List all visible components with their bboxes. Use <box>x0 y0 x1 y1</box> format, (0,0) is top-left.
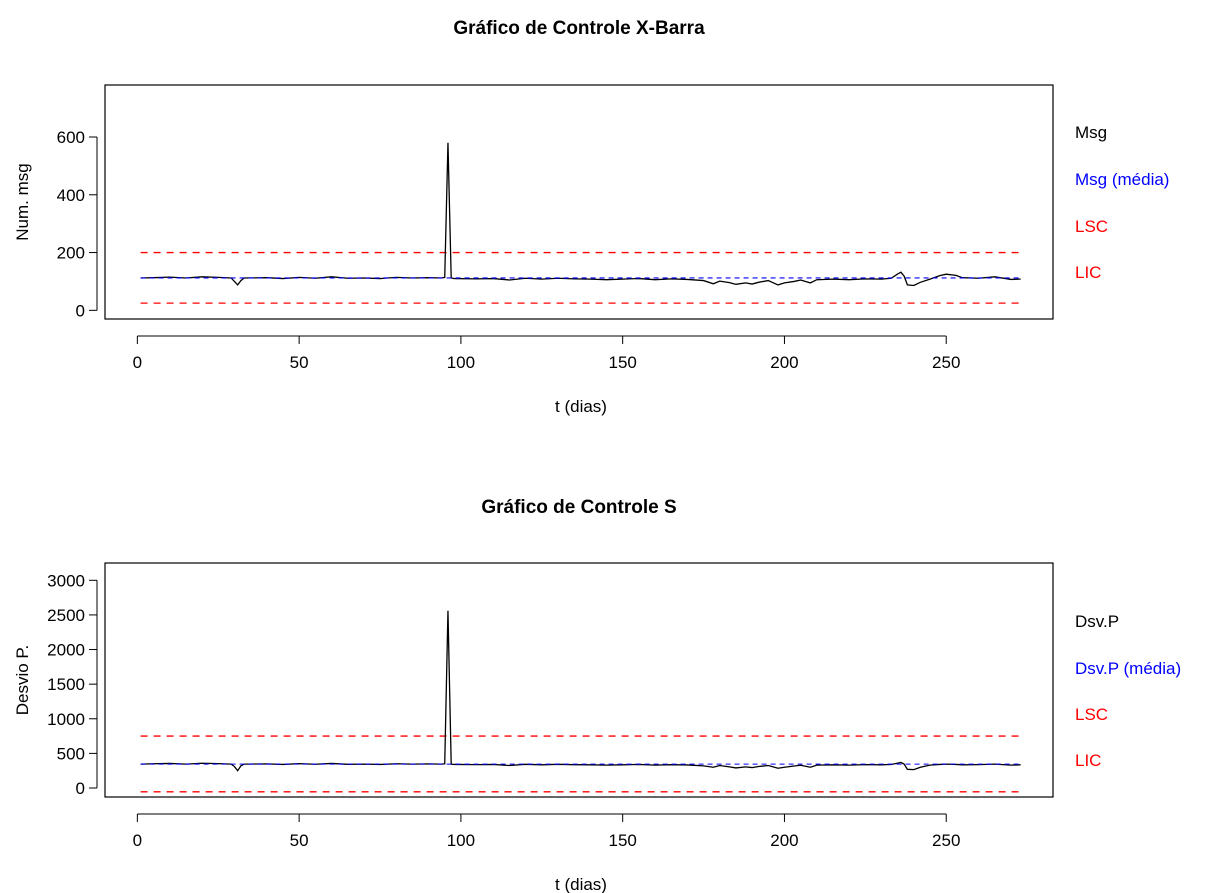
chart0-legend-entry: LSC <box>1075 217 1108 236</box>
chart1-x-tick-label: 250 <box>932 831 960 850</box>
chart1-legend-entry: LSC <box>1075 705 1108 724</box>
chart1-x-axis-label: t (dias) <box>555 875 607 893</box>
chart0-y-tick-label: 200 <box>57 244 85 263</box>
chart1-plot-frame <box>105 563 1053 797</box>
chart1-legend-entry: Dsv.P <box>1075 612 1119 631</box>
chart1-y-axis-label: Desvio P. <box>13 645 32 716</box>
chart0-x-tick-label: 0 <box>133 353 142 372</box>
chart0-y-tick-label: 0 <box>76 301 85 320</box>
chart1-x-tick-label: 100 <box>447 831 475 850</box>
chart0-legend-entry: Msg <box>1075 123 1107 142</box>
chart1-series-dsv-p <box>141 611 1021 771</box>
chart0-x-tick-label: 50 <box>290 353 309 372</box>
chart0-legend-entry: Msg (média) <box>1075 170 1169 189</box>
chart1-y-tick-label: 1500 <box>47 675 85 694</box>
chart0-series-msg <box>141 143 1021 286</box>
chart0-y-axis-label: Num. msg <box>13 163 32 240</box>
chart1-legend-entry: LIC <box>1075 751 1101 770</box>
chart1-y-tick-label: 2500 <box>47 606 85 625</box>
chart0-y-tick-label: 600 <box>57 128 85 147</box>
chart1-y-tick-label: 2000 <box>47 641 85 660</box>
chart0-legend-entry: LIC <box>1075 263 1101 282</box>
chart1-x-tick-label: 200 <box>770 831 798 850</box>
chart1-x-tick-label: 0 <box>133 831 142 850</box>
chart1-y-tick-label: 500 <box>57 744 85 763</box>
chart1-y-tick-label: 1000 <box>47 710 85 729</box>
chart1-y-tick-label: 3000 <box>47 571 85 590</box>
chart0-x-tick-label: 150 <box>608 353 636 372</box>
chart0-x-tick-label: 100 <box>447 353 475 372</box>
chart0-title: Gráfico de Controle X-Barra <box>453 18 705 39</box>
chart1-x-tick-label: 50 <box>290 831 309 850</box>
chart0-x-tick-label: 250 <box>932 353 960 372</box>
chart0-x-tick-label: 200 <box>770 353 798 372</box>
chart1-legend-entry: Dsv.P (média) <box>1075 659 1181 678</box>
chart0-plot-frame <box>105 85 1053 319</box>
chart0-y-tick-label: 400 <box>57 186 85 205</box>
chart1-y-tick-label: 0 <box>76 779 85 798</box>
chart1-x-tick-label: 150 <box>608 831 636 850</box>
chart1-title: Gráfico de Controle S <box>481 497 676 518</box>
chart0-x-axis-label: t (dias) <box>555 397 607 416</box>
